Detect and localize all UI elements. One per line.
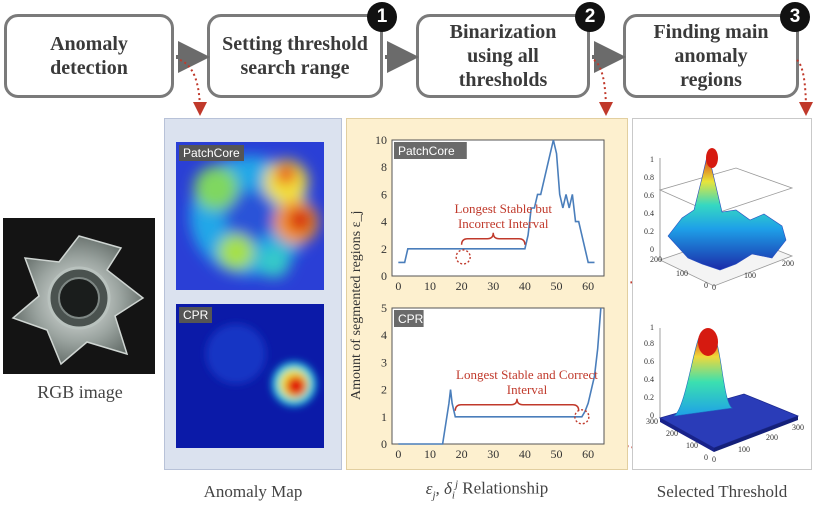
y-tick: 300 <box>646 417 658 426</box>
y-tick-label: 3 <box>381 355 387 369</box>
x-tick: 100 <box>738 445 750 454</box>
x-tick: 0 <box>712 283 716 292</box>
x-tick-label: 60 <box>582 447 594 461</box>
badge-2: 2 <box>575 2 605 32</box>
x-tick: 200 <box>782 259 794 268</box>
x-tick: 200 <box>766 433 778 442</box>
annotation-line: Interval <box>507 382 548 397</box>
y-tick-label: 2 <box>381 383 387 397</box>
y-tick: 200 <box>666 429 678 438</box>
y-tick: 100 <box>676 269 688 278</box>
y-tick-label: 2 <box>381 242 387 256</box>
series-tag-bg <box>394 142 467 159</box>
y-tick-label: 1 <box>381 410 387 424</box>
x-tick-label: 30 <box>487 279 499 293</box>
z-tick: 0.8 <box>644 173 654 182</box>
series-tag: CPR <box>398 312 424 326</box>
y-tick-label: 4 <box>381 215 387 229</box>
step-binarization: Binarization using all thresholds <box>416 14 590 98</box>
caption-rgb: RGB image <box>37 382 123 402</box>
x-tick-label: 20 <box>456 447 468 461</box>
heatmap-tag: CPR <box>179 307 213 323</box>
step-threshold-range: Setting threshold search range <box>207 14 383 98</box>
x-tick-label: 50 <box>551 279 563 293</box>
x-tick-label: 40 <box>519 279 531 293</box>
y-tick-label: 0 <box>381 269 387 283</box>
x-tick: 300 <box>792 423 804 432</box>
step-label: Binarization using all thresholds <box>449 21 557 91</box>
caption-relationship: εj, δij Relationship <box>425 478 549 502</box>
caption-relationship-text: Relationship <box>462 478 549 498</box>
y-tick-label: 0 <box>381 437 387 451</box>
x-tick: 100 <box>744 271 756 280</box>
y-axis-label: Amount of segmented regions ε_j <box>349 211 364 400</box>
dotted-arrow <box>593 59 613 116</box>
surface-plot-bottom: 1 0.8 0.6 0.4 0.2 0 0 100 200 300 300 20… <box>644 323 804 464</box>
z-tick: 0.8 <box>644 339 654 348</box>
x-tick-label: 0 <box>395 279 401 293</box>
caption-anomaly-map: Anomaly Map <box>203 482 303 501</box>
x-tick-label: 40 <box>519 447 531 461</box>
x-tick-label: 20 <box>456 279 468 293</box>
series-tag: PatchCore <box>398 144 455 158</box>
step-label: Finding main anomaly regions <box>653 21 769 91</box>
plot-area <box>391 307 605 445</box>
x-tick-label: 60 <box>582 279 594 293</box>
x-tick-label: 0 <box>395 447 401 461</box>
x-tick-label: 10 <box>424 447 436 461</box>
step-label: Anomaly detection <box>50 33 128 79</box>
z-tick: 0.6 <box>644 191 654 200</box>
y-tick: 200 <box>650 255 662 264</box>
annotation-line: Incorrect Interval <box>458 216 549 231</box>
z-tick: 0 <box>650 245 654 254</box>
badge-1: 1 <box>367 2 397 32</box>
patchcore-heatmap <box>176 142 324 290</box>
rgb-image <box>3 218 155 374</box>
y-tick: 100 <box>686 441 698 450</box>
y-tick-label: 8 <box>381 160 387 174</box>
z-tick: 1 <box>650 155 654 164</box>
x-tick: 0 <box>712 455 716 464</box>
step-label: Setting threshold search range <box>222 33 368 79</box>
y-tick-label: 5 <box>381 301 387 315</box>
y-tick: 0 <box>704 281 708 290</box>
surface-plots: 1 0.8 0.6 0.4 0.2 0 0 100 200 200 100 0 … <box>644 148 804 464</box>
dotted-arrow <box>796 59 813 116</box>
interval-brace <box>454 398 580 411</box>
z-tick: 1 <box>650 323 654 332</box>
z-tick: 0.2 <box>644 227 654 236</box>
highlight-circle <box>574 409 590 425</box>
annotation-line: Longest Stable but <box>455 201 553 216</box>
x-tick-label: 50 <box>551 447 563 461</box>
z-tick: 0 <box>650 411 654 420</box>
z-tick: 0.2 <box>644 393 654 402</box>
x-tick-label: 30 <box>487 447 499 461</box>
y-tick: 0 <box>704 453 708 462</box>
data-line <box>398 139 595 264</box>
z-tick: 0.4 <box>644 209 654 218</box>
step-anomaly-detection: Anomaly detection <box>4 14 174 98</box>
x-tick-label: 10 <box>424 279 436 293</box>
data-line <box>398 307 602 445</box>
highlight-circle <box>455 249 471 265</box>
series-tag-bg <box>394 310 424 327</box>
cpr-heatmap <box>176 304 324 448</box>
y-tick-label: 4 <box>381 328 387 342</box>
y-tick-label: 10 <box>375 133 387 147</box>
interval-brace <box>460 232 526 245</box>
badge-3: 3 <box>780 2 810 32</box>
dotted-arrow <box>179 59 207 116</box>
surface-plot-top: 1 0.8 0.6 0.4 0.2 0 0 100 200 200 100 0 <box>644 148 794 292</box>
annotation-line: Longest Stable and Correct <box>456 367 598 382</box>
caption-selected-threshold: Selected Threshold <box>656 482 788 501</box>
z-tick: 0.6 <box>644 357 654 366</box>
heatmap-tag: PatchCore <box>179 145 244 161</box>
relationship-charts: Amount of segmented regions ε_j 0 10 20 30 4… <box>349 133 605 461</box>
y-tick-label: 6 <box>381 187 387 201</box>
z-tick: 0.4 <box>644 375 654 384</box>
